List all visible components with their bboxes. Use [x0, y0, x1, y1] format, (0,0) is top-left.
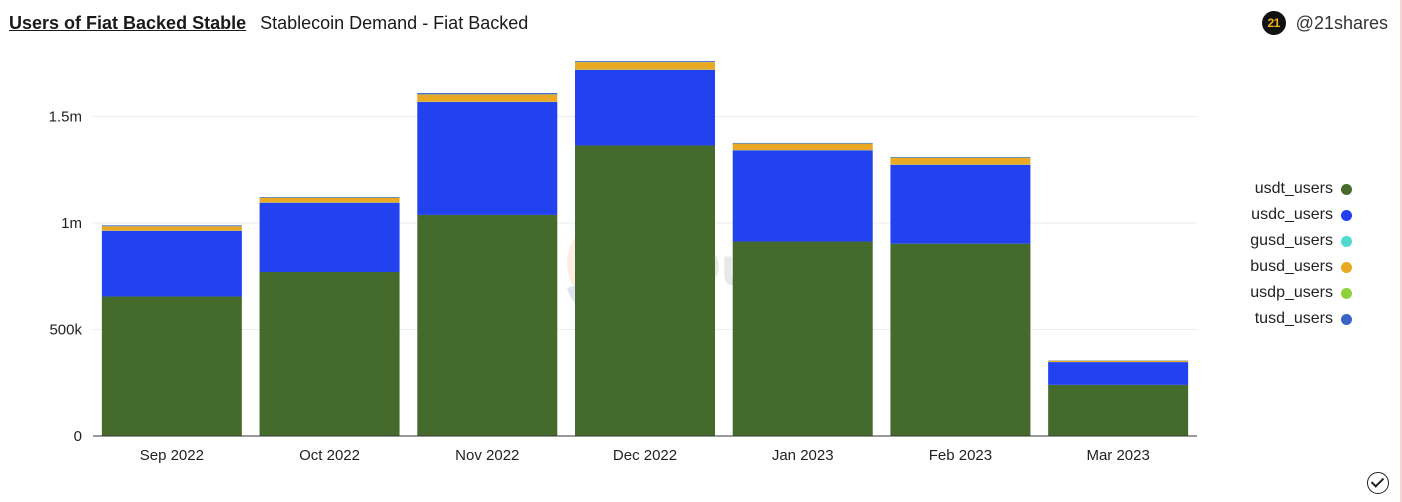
panel-border [1400, 0, 1402, 502]
x-tick-label: Sep 2022 [140, 447, 204, 464]
legend-swatch [1341, 235, 1352, 247]
y-tick-label: 1m [61, 215, 82, 232]
x-tick-label: Feb 2023 [929, 447, 992, 464]
x-tick-label: Nov 2022 [455, 447, 519, 464]
bar-usdc_users [732, 150, 873, 242]
legend-label: gusd_users [1250, 232, 1333, 249]
legend-item-usdt_users[interactable]: usdt_users [1240, 176, 1352, 202]
bar-usdt_users [575, 145, 715, 436]
bar-usdt_users [890, 243, 1031, 436]
legend-item-busd_users[interactable]: busd_users [1240, 254, 1352, 280]
author-badge[interactable]: 21 @21shares [1261, 10, 1388, 36]
legend-label: busd_users [1250, 258, 1333, 275]
bar-tusd_users [575, 61, 715, 62]
bar-busd_users [259, 197, 400, 203]
y-tick-label: 500k [49, 322, 82, 339]
legend-swatch [1341, 183, 1352, 195]
legend-item-tusd_users[interactable]: tusd_users [1240, 306, 1352, 332]
bar-busd_users [417, 94, 558, 102]
y-tick-label: 0 [74, 428, 82, 445]
legend-swatch [1341, 313, 1352, 325]
legend-label: usdc_users [1251, 206, 1333, 223]
y-tick-label: 1.5m [49, 109, 82, 126]
legend-item-usdc_users[interactable]: usdc_users [1240, 202, 1352, 228]
bar-usdt_users [101, 296, 242, 436]
legend-swatch [1341, 261, 1352, 273]
bar-busd_users [890, 157, 1031, 165]
bar-usdc_users [890, 164, 1031, 244]
query-title-link[interactable]: Users of Fiat Backed Stable [9, 12, 247, 33]
bar-tusd_users [417, 93, 558, 95]
legend-label: tusd_users [1254, 310, 1333, 327]
bar-usdt_users [1048, 384, 1189, 436]
bar-usdt_users [732, 241, 873, 436]
author-logo-icon: 21 [1261, 11, 1286, 35]
bar-usdt_users [259, 271, 400, 436]
bar-busd_users [101, 226, 242, 231]
legend-label: usdp_users [1250, 284, 1333, 301]
bar-busd_users [732, 143, 873, 151]
bar-usdt_users [417, 214, 558, 436]
bar-tusd_users [732, 142, 873, 144]
legend-item-usdp_users[interactable]: usdp_users [1240, 280, 1352, 306]
bar-usdc_users [417, 102, 558, 215]
x-tick-label: Mar 2023 [1086, 447, 1149, 464]
bar-busd_users [1048, 360, 1189, 362]
x-tick-label: Dec 2022 [613, 447, 677, 464]
chart-legend: usdt_users usdc_users gusd_users busd_users… [1240, 176, 1352, 332]
visualization-title: Stablecoin Demand - Fiat Backed [260, 12, 529, 33]
legend-item-gusd_users[interactable]: gusd_users [1240, 228, 1352, 254]
x-tick-label: Oct 2022 [299, 447, 360, 464]
bar-tusd_users [259, 197, 400, 198]
bar-usdc_users [575, 69, 715, 146]
author-handle[interactable]: @21shares [1295, 12, 1388, 33]
chart-header: Users of Fiat Backed Stable Stablecoin D… [9, 10, 528, 36]
legend-swatch [1341, 209, 1352, 221]
legend-label: usdt_users [1254, 180, 1333, 197]
bar-busd_users [575, 62, 715, 70]
bar-tusd_users [890, 156, 1031, 158]
bar-usdc_users [101, 230, 242, 297]
x-tick-label: Jan 2023 [772, 447, 834, 464]
bar-tusd_users [101, 225, 242, 227]
bar-usdc_users [259, 202, 400, 272]
bar-usdc_users [1048, 362, 1189, 385]
check-circle-icon[interactable] [1367, 472, 1389, 494]
legend-swatch [1341, 287, 1352, 299]
